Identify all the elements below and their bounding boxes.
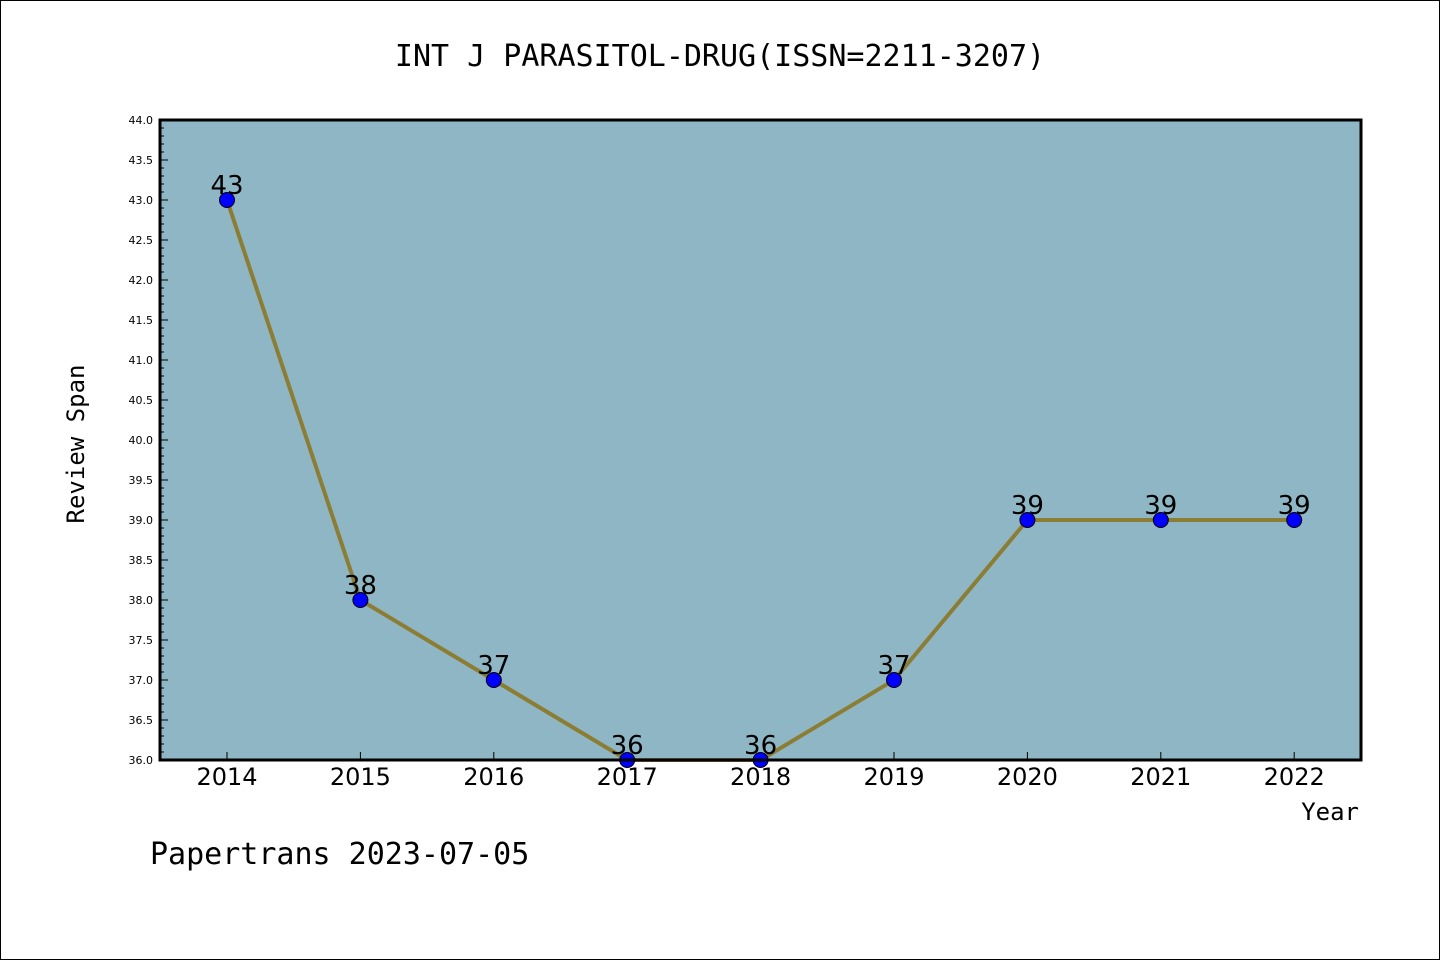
data-label: 39 [1278, 491, 1311, 521]
data-label: 38 [344, 571, 377, 601]
plot-area [160, 120, 1361, 760]
y-tick-label: 38.0 [129, 594, 154, 607]
x-tick-label: 2015 [330, 763, 391, 791]
y-tick-label: 43.5 [129, 154, 154, 167]
y-tick-label: 39.0 [129, 514, 154, 527]
x-tick-label: 2019 [863, 763, 924, 791]
y-tick-label: 37.5 [129, 634, 154, 647]
y-tick-label: 36.0 [129, 754, 154, 767]
data-label: 37 [877, 651, 910, 681]
y-tick-label: 36.5 [129, 714, 154, 727]
y-tick-label: 42.5 [129, 234, 154, 247]
y-tick-label: 37.0 [129, 674, 154, 687]
data-label: 39 [1011, 491, 1044, 521]
y-tick-label: 39.5 [129, 474, 154, 487]
data-point [352, 592, 369, 608]
x-tick-label: 2022 [1264, 763, 1325, 791]
data-point [1152, 512, 1169, 528]
data-point [1286, 512, 1303, 528]
y-tick-label: 38.5 [129, 554, 154, 567]
x-axis-label: Year [1301, 798, 1359, 826]
data-labels: 43 38 37 36 36 37 39 39 39 [210, 171, 1310, 761]
y-axis: 36.0 36.5 37.0 37.5 38.0 38.5 39.0 39.5 40.0 40.5… [129, 114, 168, 767]
data-label: 37 [477, 651, 510, 681]
data-label: 43 [210, 171, 243, 201]
chart-title: INT J PARASITOL-DRUG(ISSN=2211-3207) [395, 39, 1045, 74]
y-axis-label: Review Span [62, 365, 90, 524]
y-tick-label: 41.0 [129, 354, 154, 367]
plot-border [158, 118, 1363, 762]
data-label: 36 [611, 731, 644, 761]
y-tick-label: 41.5 [129, 314, 154, 327]
data-point [485, 672, 502, 688]
y-tick-label: 43.0 [129, 194, 154, 207]
y-tick-label: 42.0 [129, 274, 154, 287]
y-tick-label: 40.0 [129, 434, 154, 447]
data-label: 39 [1144, 491, 1177, 521]
y-tick-label: 40.5 [129, 394, 154, 407]
y-tick-label: 44.0 [129, 114, 154, 127]
data-point [1019, 512, 1036, 528]
footer-credit: Papertrans 2023-07-05 [150, 837, 529, 872]
data-label: 36 [744, 731, 777, 761]
x-tick-label: 2016 [463, 763, 524, 791]
data-point [886, 672, 902, 688]
data-point [219, 192, 235, 208]
x-tick-label: 2014 [196, 763, 257, 791]
x-tick-label: 2021 [1130, 763, 1191, 791]
x-tick-label: 2020 [997, 763, 1058, 791]
